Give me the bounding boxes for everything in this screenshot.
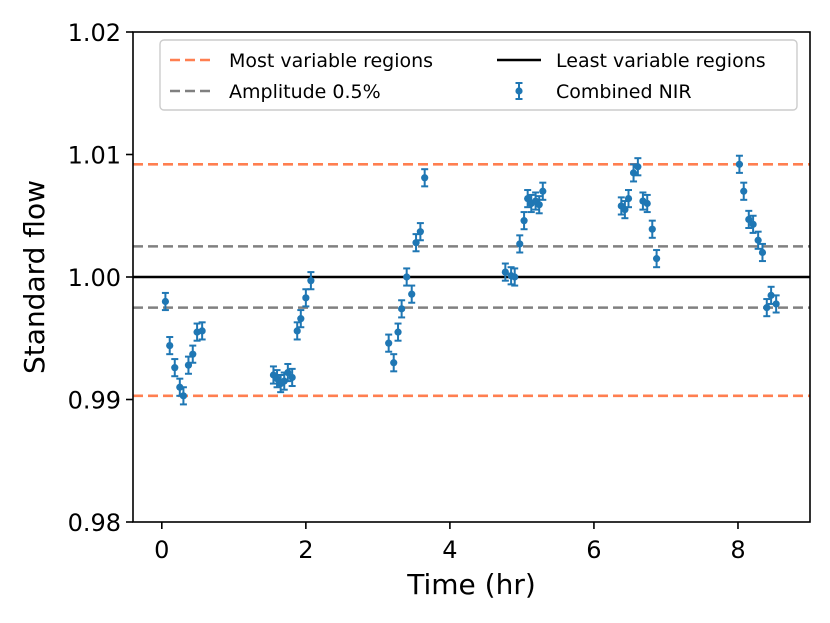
x-tick-label: 8 [730,536,745,564]
x-axis-label: Time (hr) [406,568,536,601]
data-point [403,267,411,287]
data-point [302,288,310,308]
data-point [624,189,633,209]
legend-label: Least variable regions [556,50,766,72]
data-point [412,233,420,253]
data-point [745,209,753,229]
data-point [754,230,762,250]
data-point [390,353,398,373]
data-point [527,193,535,214]
data-point [735,154,744,174]
legend-item: Amplitude 0.5% [170,81,381,103]
data-point [416,222,424,242]
x-axis: 0 2 4 6 8 [154,522,746,564]
data-point [501,262,509,282]
x-tick-label: 2 [298,536,313,564]
data-point [421,168,429,188]
legend-item: Most variable regions [170,50,433,72]
data-point [398,299,406,319]
data-point [758,242,767,263]
data-point [385,333,393,353]
data-point [189,344,197,364]
legend: Most variable regions Least variable regi… [159,39,798,111]
data-point [652,249,661,269]
data-point [634,157,642,177]
legend-label: Amplitude 0.5% [229,81,381,103]
y-axis: 0.98 0.99 1.00 1.01 1.02 [68,19,133,537]
data-point [772,294,780,314]
data-point [408,284,416,304]
y-tick-label: 0.98 [68,509,121,537]
y-tick-label: 1.00 [68,264,121,292]
data-point [643,193,651,214]
data-point [184,355,193,375]
data-point [740,181,748,201]
data-point [171,358,179,378]
data-point [520,211,528,231]
data-point [511,267,519,287]
legend-item: Combined NIR [515,81,692,103]
legend-box [159,39,798,111]
x-tick-label: 0 [154,536,169,564]
data-point [516,234,524,254]
y-tick-label: 0.99 [68,387,121,415]
data-point [179,386,188,406]
data-point [293,321,301,341]
data-point [763,298,771,318]
data-point [198,321,206,341]
data-point [297,309,305,329]
y-tick-label: 1.01 [68,142,121,170]
data-point [284,362,292,383]
data-points [161,154,780,406]
data-point [161,291,170,312]
x-tick-label: 4 [442,536,457,564]
data-point [166,336,174,356]
data-point [288,367,296,388]
x-tick-label: 6 [586,536,601,564]
data-point [535,195,543,215]
data-point [176,377,184,397]
y-tick-label: 1.02 [68,19,121,47]
reference-lines [133,163,810,398]
legend-label: Most variable regions [229,50,433,72]
data-point [539,181,547,201]
data-point [767,285,775,305]
y-axis-label: Standard flow [18,180,51,374]
legend-label: Combined NIR [556,81,692,103]
data-point [648,219,656,239]
legend-item: Least variable regions [497,50,766,72]
data-point [749,214,757,234]
data-point [394,322,402,342]
data-point [307,271,315,291]
